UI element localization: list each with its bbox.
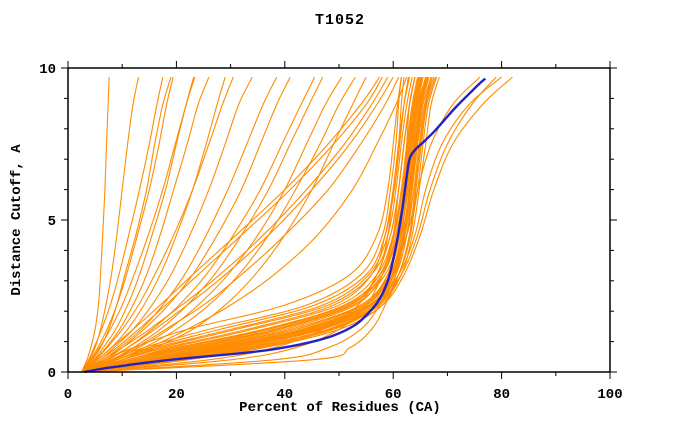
x-tick-label: 0	[64, 387, 72, 403]
model-curve	[83, 76, 381, 373]
y-tick-label: 10	[39, 62, 56, 78]
x-axis-label: Percent of Residues (CA)	[239, 400, 441, 416]
x-tick-label: 20	[168, 387, 185, 403]
model-curve	[84, 76, 427, 373]
model-curve	[84, 76, 343, 373]
model-curve	[84, 76, 502, 373]
model-curve	[85, 76, 433, 373]
x-tick-label: 80	[493, 387, 510, 403]
y-tick-label: 0	[48, 366, 56, 382]
model-curve	[84, 77, 402, 373]
y-tick-label: 5	[48, 214, 56, 230]
model-curve	[82, 76, 389, 373]
model-curve	[83, 76, 210, 373]
model-curve	[81, 76, 140, 373]
model-curve	[86, 76, 437, 373]
model-curve	[83, 76, 172, 373]
model-curve	[82, 76, 420, 373]
model-curve	[82, 76, 174, 373]
model-curve	[83, 77, 402, 373]
model-curve	[83, 76, 394, 373]
model-curve	[83, 76, 278, 373]
model-curve	[83, 76, 383, 373]
highlight-curve	[84, 77, 487, 374]
y-axis-label: Distance Cutoff, A	[9, 144, 25, 296]
model-curve	[84, 76, 424, 373]
model-curve	[81, 76, 195, 373]
model-curve	[84, 76, 408, 373]
x-tick-label: 100	[597, 387, 622, 403]
x-tick-label: 60	[385, 387, 402, 403]
x-tick-label: 40	[276, 387, 293, 403]
model-curve	[84, 76, 324, 373]
model-curve	[84, 76, 356, 373]
model-curve	[83, 76, 420, 373]
model-curve	[81, 76, 164, 373]
model-curve	[83, 76, 234, 373]
model-curve	[84, 76, 430, 373]
model-curve	[81, 76, 196, 373]
model-curve	[81, 77, 110, 373]
model-curve	[83, 76, 253, 373]
model-curve	[84, 76, 440, 373]
chart-title: T1052	[314, 12, 365, 29]
model-curve	[84, 76, 400, 373]
model-curve	[84, 77, 409, 373]
model-curve	[84, 76, 416, 373]
model-curve	[84, 76, 422, 373]
model-curve	[84, 76, 497, 373]
